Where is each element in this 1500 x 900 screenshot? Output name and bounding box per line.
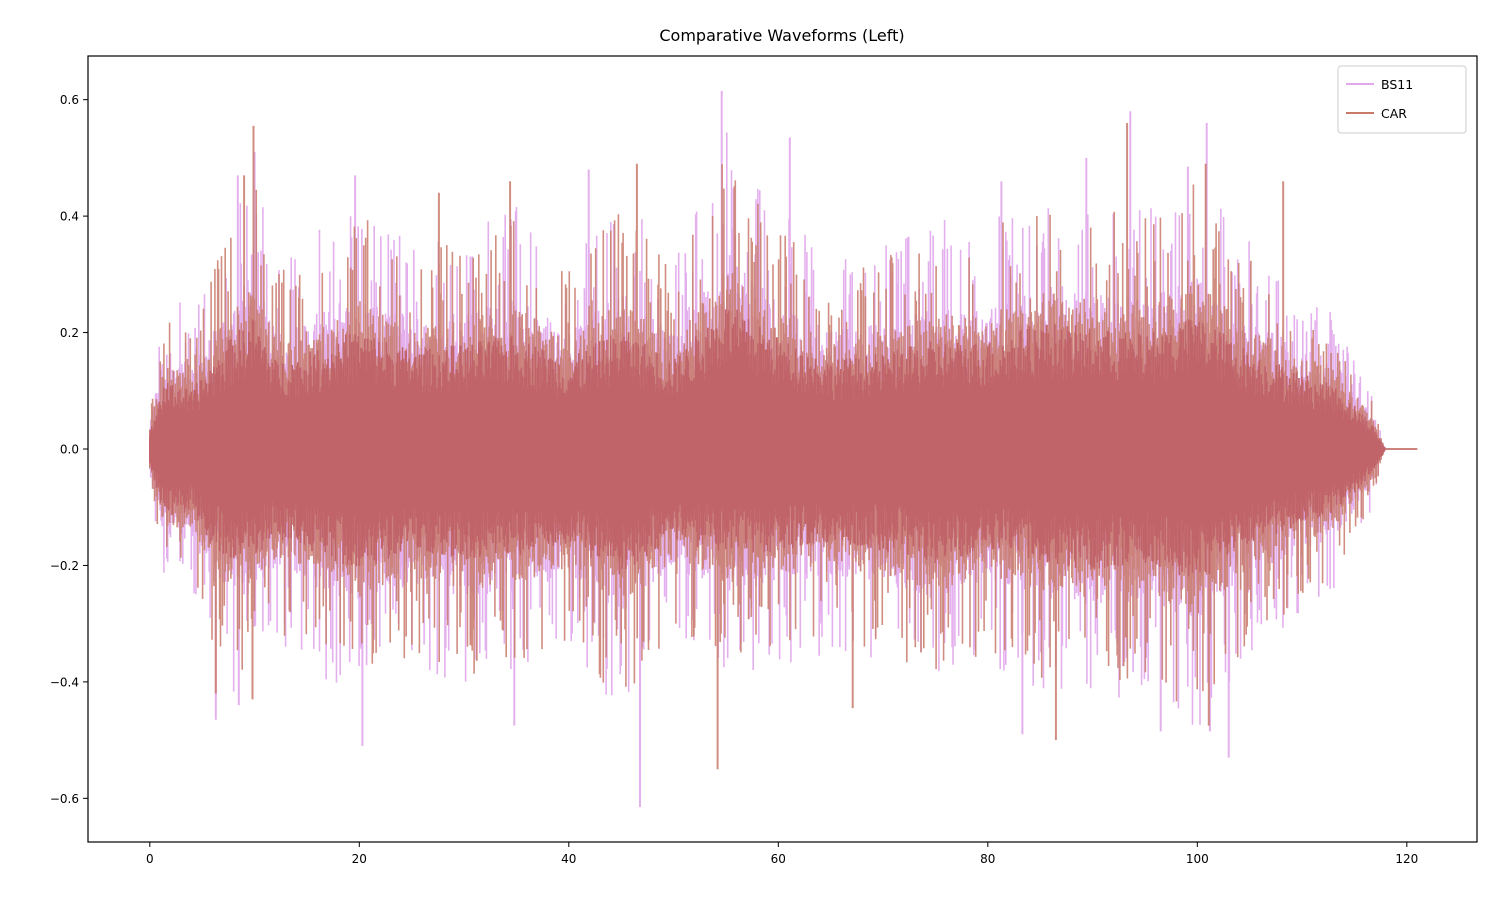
x-tick-label: 0 (146, 852, 154, 866)
y-tick-label: −0.2 (50, 559, 79, 573)
legend-label-bs11: BS11 (1381, 77, 1413, 92)
legend: BS11 CAR (1337, 65, 1467, 134)
series-layer (149, 90, 1418, 808)
y-tick-label: −0.4 (50, 675, 79, 689)
y-tick-label: 0.0 (60, 443, 79, 457)
y-tick-label: −0.6 (50, 792, 79, 806)
x-tick-label: 60 (771, 852, 786, 866)
x-tick-label: 80 (980, 852, 995, 866)
x-axis: 0 20 40 60 80 100 120 (146, 842, 1418, 866)
y-tick-label: 0.6 (60, 93, 79, 107)
x-tick-label: 100 (1186, 852, 1209, 866)
legend-box (1337, 65, 1467, 134)
y-axis: −0.6 −0.4 −0.2 0.0 0.2 0.4 0.6 (50, 93, 88, 806)
plot-area (149, 90, 1418, 808)
legend-label-car: CAR (1381, 106, 1407, 121)
overlap-core (149, 309, 1387, 577)
chart-title: Comparative Waveforms (Left) (659, 26, 904, 45)
waveform-peaks (214, 123, 1285, 770)
x-tick-label: 40 (561, 852, 576, 866)
y-tick-label: 0.2 (60, 326, 79, 340)
x-tick-label: 20 (352, 852, 367, 866)
y-tick-label: 0.4 (60, 210, 79, 224)
x-tick-label: 120 (1395, 852, 1418, 866)
